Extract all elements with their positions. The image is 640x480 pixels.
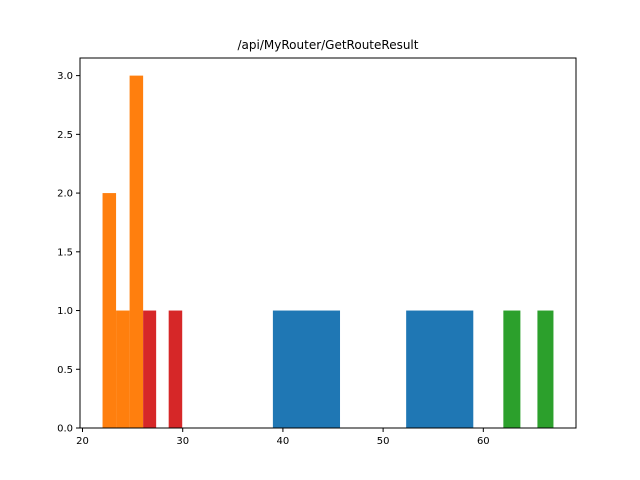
y-tick-label: 3.0	[57, 71, 73, 82]
x-tick-label: 20	[76, 436, 89, 447]
histogram-bar-s1-2	[129, 75, 144, 428]
y-axis-ticks: 0.0 0.5 1.0 1.5 2.0 2.5 3.0	[57, 71, 80, 435]
x-tick-label: 40	[277, 436, 290, 447]
x-tick-label: 60	[477, 436, 490, 447]
x-tick-label: 30	[176, 436, 189, 447]
y-tick-label: 2.5	[57, 130, 73, 141]
bars-layer	[102, 75, 554, 428]
histogram-bar-s2-0	[503, 310, 521, 428]
histogram-bar-s2-1	[537, 310, 554, 428]
histogram-bar-s3-0	[143, 310, 157, 428]
histogram-bar-s1-1	[116, 310, 130, 428]
y-tick-label: 1.5	[57, 247, 73, 258]
y-tick-label: 1.0	[57, 306, 73, 317]
histogram-bar-s1-0	[102, 193, 117, 428]
chart-title: /api/MyRouter/GetRouteResult	[238, 38, 419, 52]
y-tick-label: 0.5	[57, 365, 73, 376]
y-tick-label: 0.0	[57, 424, 73, 435]
plot-area-frame	[79, 57, 577, 429]
x-axis-ticks: 20 30 40 50 60	[76, 428, 490, 447]
histogram-bar-s0-1	[406, 310, 474, 428]
histogram-bar-s0-0	[272, 310, 341, 428]
x-tick-label: 50	[377, 436, 390, 447]
histogram-bar-s3-1	[168, 310, 183, 428]
y-tick-label: 2.0	[57, 189, 73, 200]
